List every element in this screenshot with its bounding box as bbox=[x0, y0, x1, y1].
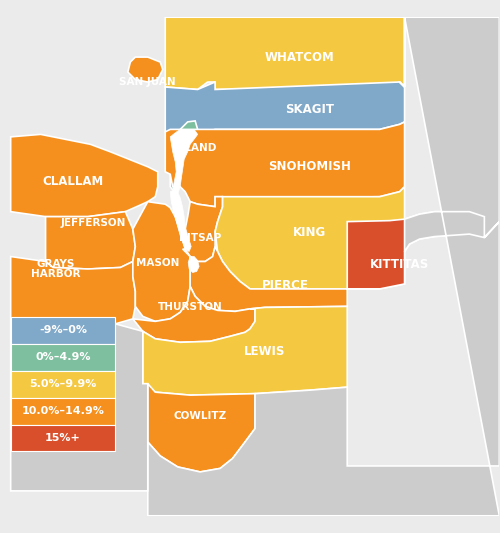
Polygon shape bbox=[133, 201, 190, 321]
Polygon shape bbox=[190, 247, 380, 311]
Text: JEFFERSON: JEFFERSON bbox=[60, 218, 126, 228]
FancyBboxPatch shape bbox=[10, 398, 116, 425]
Text: SKAGIT: SKAGIT bbox=[286, 103, 335, 116]
Text: PIERCE: PIERCE bbox=[262, 279, 308, 292]
FancyBboxPatch shape bbox=[10, 317, 116, 344]
Text: LEWIS: LEWIS bbox=[244, 345, 286, 358]
Text: ISLAND: ISLAND bbox=[174, 143, 217, 153]
Polygon shape bbox=[170, 130, 198, 194]
Text: SAN JUAN: SAN JUAN bbox=[120, 77, 176, 87]
Polygon shape bbox=[165, 122, 404, 207]
Polygon shape bbox=[165, 82, 404, 134]
Text: KITSAP: KITSAP bbox=[179, 232, 222, 243]
Polygon shape bbox=[188, 256, 199, 272]
Polygon shape bbox=[170, 189, 191, 252]
FancyBboxPatch shape bbox=[10, 425, 116, 451]
Polygon shape bbox=[143, 306, 347, 395]
Polygon shape bbox=[133, 286, 255, 342]
Text: WHATCOM: WHATCOM bbox=[265, 51, 334, 63]
Text: SNOHOMISH: SNOHOMISH bbox=[268, 160, 351, 173]
Text: KITTITAS: KITTITAS bbox=[370, 257, 429, 271]
Text: MASON: MASON bbox=[136, 257, 180, 268]
Text: 10.0%–14.9%: 10.0%–14.9% bbox=[22, 406, 104, 416]
FancyBboxPatch shape bbox=[10, 344, 116, 371]
Polygon shape bbox=[170, 121, 198, 192]
Text: COWLITZ: COWLITZ bbox=[174, 411, 227, 421]
Text: KING: KING bbox=[293, 226, 326, 239]
Text: 5.0%–9.9%: 5.0%–9.9% bbox=[30, 379, 96, 389]
Polygon shape bbox=[10, 322, 148, 491]
Polygon shape bbox=[148, 384, 255, 472]
Polygon shape bbox=[148, 17, 500, 516]
Polygon shape bbox=[347, 212, 484, 289]
Polygon shape bbox=[215, 187, 404, 289]
Polygon shape bbox=[128, 57, 162, 82]
Polygon shape bbox=[182, 197, 222, 262]
FancyBboxPatch shape bbox=[10, 371, 116, 398]
Text: GRAYS
HARBOR: GRAYS HARBOR bbox=[31, 259, 80, 279]
Polygon shape bbox=[10, 256, 136, 332]
Text: 0%–4.9%: 0%–4.9% bbox=[36, 352, 91, 362]
Text: 15%+: 15%+ bbox=[45, 433, 81, 443]
Polygon shape bbox=[46, 212, 136, 269]
Text: CLALLAM: CLALLAM bbox=[42, 175, 104, 188]
Polygon shape bbox=[165, 17, 404, 90]
Polygon shape bbox=[10, 134, 158, 216]
Text: THURSTON: THURSTON bbox=[158, 302, 222, 312]
Text: -9%–0%: -9%–0% bbox=[39, 325, 87, 335]
